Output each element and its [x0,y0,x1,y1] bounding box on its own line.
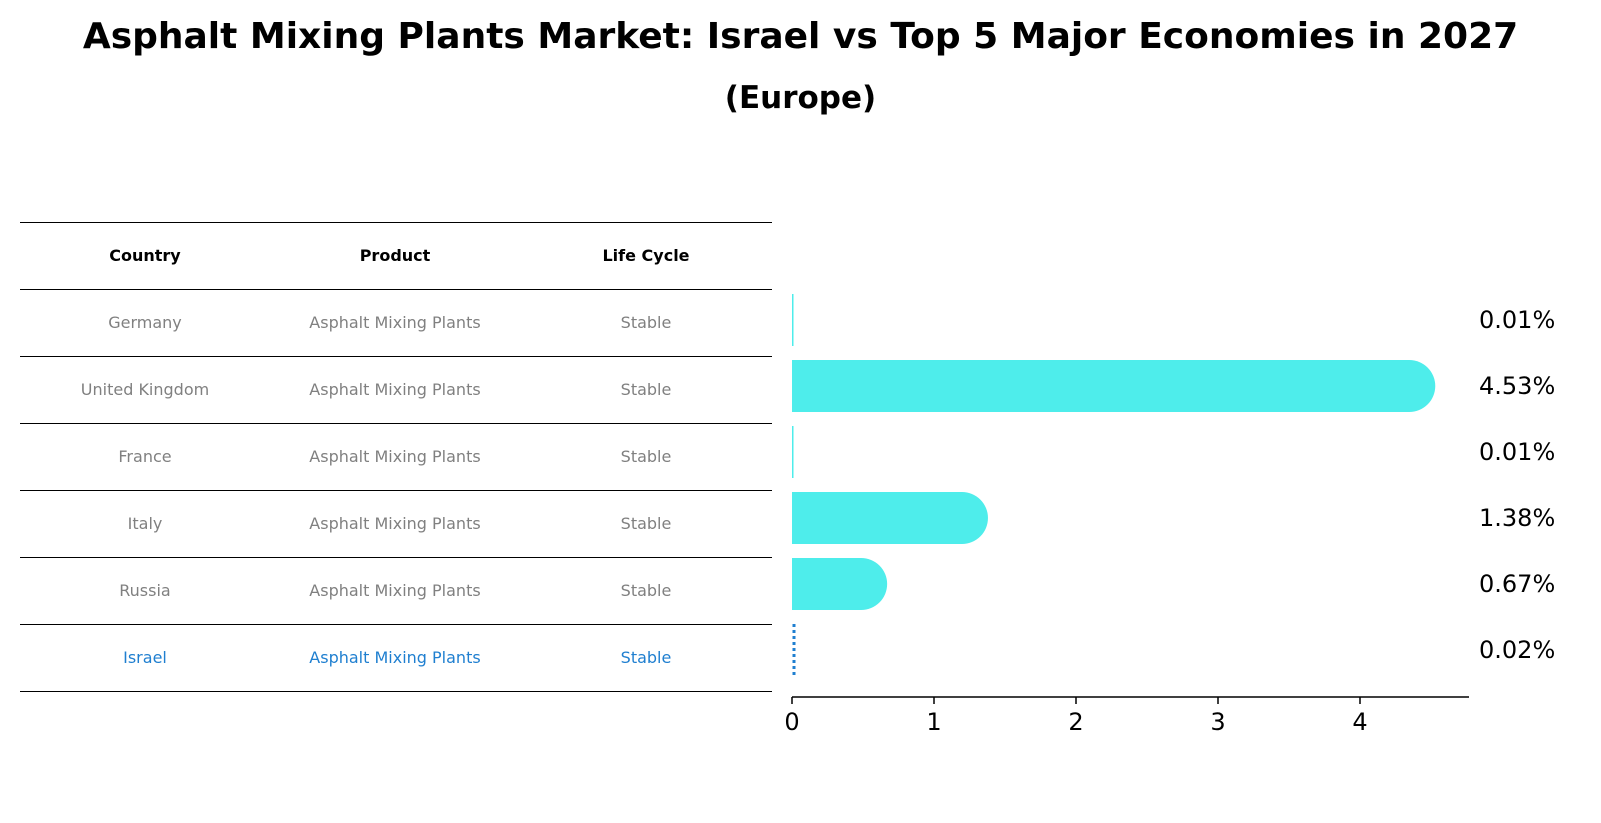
cell-country: Italy [127,514,163,533]
x-tick-label: 0 [784,708,799,736]
table-row: Russia Asphalt Mixing Plants Stable [20,557,772,624]
bar-france [792,426,794,478]
value-label: 0.01% [1479,438,1555,466]
cell-life-cycle: Stable [620,581,672,600]
value-label: 4.53% [1479,372,1555,400]
x-tick-label: 1 [926,708,941,736]
value-label: 0.02% [1479,636,1555,664]
cell-life-cycle: Stable [620,514,672,533]
x-tick-label: 3 [1210,708,1225,736]
header-life-cycle: Life Cycle [602,246,690,265]
value-label: 0.67% [1479,570,1555,598]
cell-life-cycle: Stable [620,648,672,667]
header-product: Product [359,246,431,265]
table-header-row: Country Product Life Cycle [20,222,772,289]
cell-life-cycle: Stable [620,380,672,399]
value-label: 0.01% [1479,306,1555,334]
value-label: 1.38% [1479,504,1555,532]
table-row: France Asphalt Mixing Plants Stable [20,423,772,490]
cell-product: Asphalt Mixing Plants [309,380,481,399]
bar-italy [792,492,988,544]
data-table: Country Product Life Cycle Germany Aspha… [20,222,772,692]
cell-country: France [118,447,172,466]
cell-product: Asphalt Mixing Plants [309,514,481,533]
cell-product: Asphalt Mixing Plants [309,313,481,332]
bar-germany [792,294,794,346]
table-row: Italy Asphalt Mixing Plants Stable [20,490,772,557]
cell-product: Asphalt Mixing Plants [309,581,481,600]
chart-title: Asphalt Mixing Plants Market: Israel vs … [82,16,1519,57]
table-row-highlighted: Israel Asphalt Mixing Plants Stable [20,624,772,692]
x-tick-label: 2 [1068,708,1083,736]
cell-country: Russia [119,581,171,600]
header-country: Country [109,246,181,265]
cell-life-cycle: Stable [620,313,672,332]
cell-life-cycle: Stable [620,447,672,466]
bar-russia [792,558,888,610]
cell-country: Germany [108,313,182,332]
table-row: Germany Asphalt Mixing Plants Stable [20,289,772,356]
cell-product: Asphalt Mixing Plants [309,447,481,466]
cell-product: Asphalt Mixing Plants [309,648,481,667]
table-row: United Kingdom Asphalt Mixing Plants Sta… [20,356,772,423]
cell-country: Israel [123,648,167,667]
cell-country: United Kingdom [80,380,210,399]
chart-subtitle: (Europe) [724,80,877,116]
x-tick-label: 4 [1352,708,1367,736]
bar-united-kingdom [792,360,1436,412]
